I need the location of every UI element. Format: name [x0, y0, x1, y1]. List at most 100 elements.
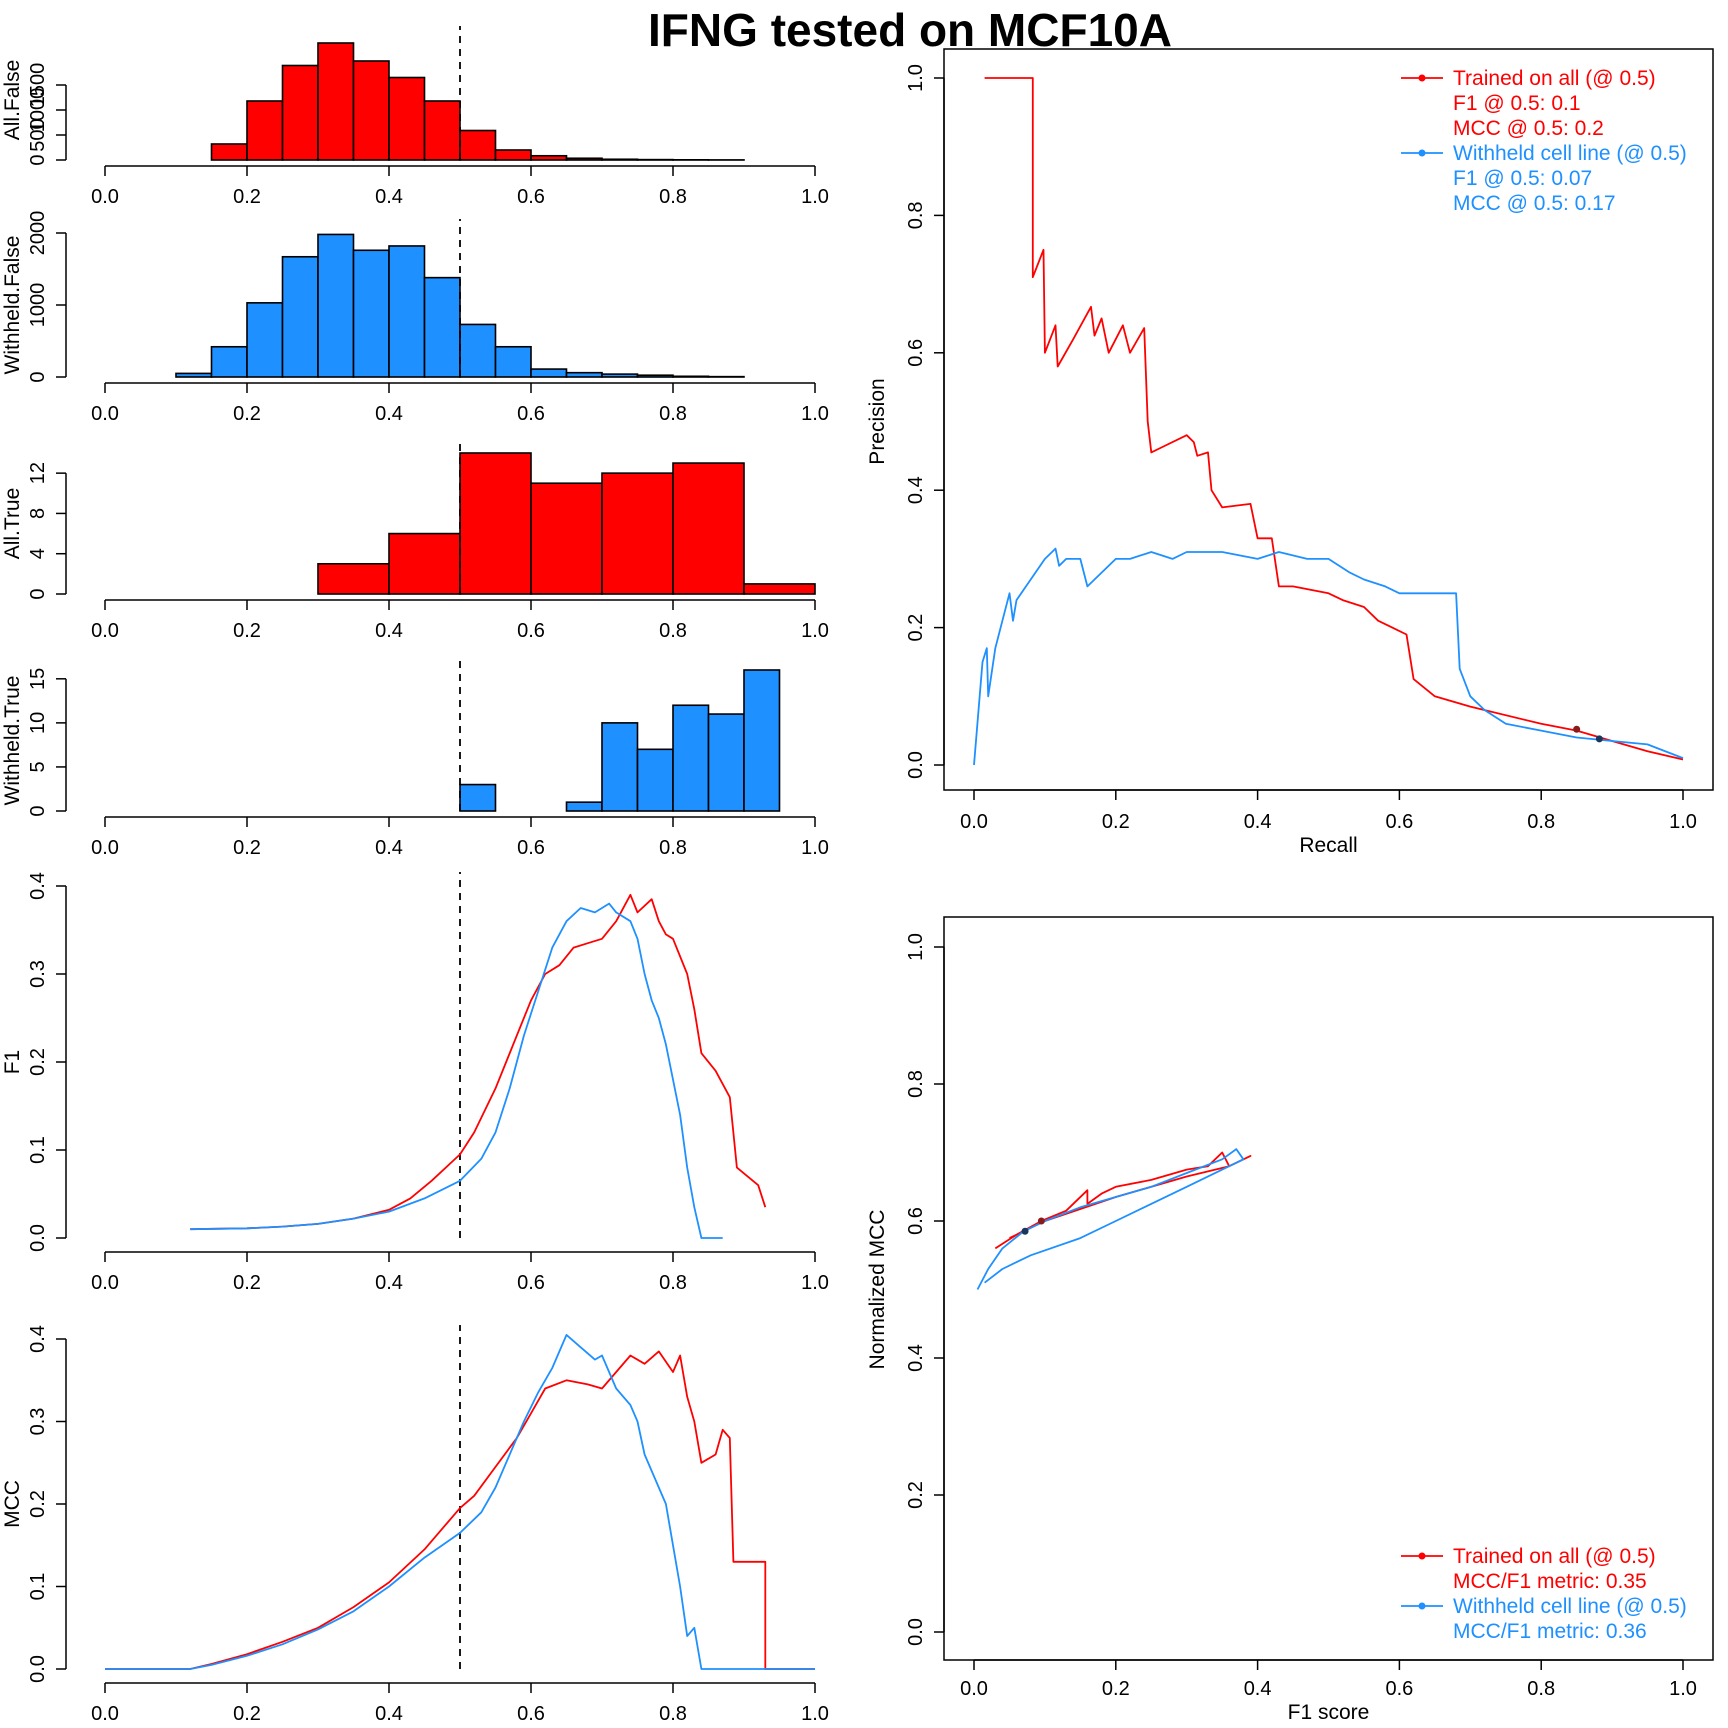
- y-tick-label: 1500: [27, 63, 49, 108]
- histogram-bar: [388, 532, 461, 595]
- x-tick-label: 0.8: [659, 1272, 687, 1294]
- x-tick-label: 0.0: [91, 186, 119, 208]
- x-tick-label: 0.0: [91, 403, 119, 425]
- x-tick-label: 0.2: [1102, 1678, 1130, 1700]
- legend-entry: Trained on all (@ 0.5): [1453, 67, 1656, 90]
- y-tick-label: 0.3: [27, 1408, 49, 1436]
- y-tick-label: 0.8: [905, 1070, 927, 1098]
- threshold-marker: [1573, 725, 1581, 733]
- legend: Trained on all (@ 0.5)F1 @ 0.5: 0.1 MCC @…: [1401, 67, 1687, 215]
- x-tick-label: 0.0: [960, 811, 988, 833]
- x-tick-label: 0.6: [517, 1272, 545, 1294]
- y-axis-label: All.False: [1, 60, 24, 141]
- histogram-bar: [707, 713, 745, 812]
- histogram-bar: [459, 783, 497, 812]
- x-tick-label: 0.4: [375, 837, 403, 859]
- histogram-bar: [565, 371, 603, 378]
- threshold-marker: [1021, 1227, 1029, 1235]
- y-axis-label: F1: [1, 1050, 24, 1075]
- x-tick-label: 1.0: [801, 620, 829, 642]
- histogram-bar: [672, 462, 745, 595]
- x-tick-label: 0.8: [659, 620, 687, 642]
- histogram-bar: [565, 801, 603, 812]
- x-tick-label: 0.8: [659, 837, 687, 859]
- x-tick-label: 1.0: [1669, 811, 1697, 833]
- histogram-bar: [459, 452, 532, 595]
- histogram-bar: [317, 233, 355, 378]
- histogram-bar: [601, 373, 639, 378]
- histogram-bar: [352, 60, 390, 161]
- histogram-bar: [743, 583, 816, 595]
- chart-panels: 0.0 0.2 0.4 0.6 0.8 1.0050010001500All.False0…: [1, 26, 1714, 1725]
- y-tick-label: 4: [27, 548, 49, 559]
- y-axis-label: All.True: [1, 488, 24, 560]
- histogram-bar: [175, 372, 213, 378]
- x-tick-label: 0.6: [517, 403, 545, 425]
- histogram-bar: [636, 374, 674, 378]
- x-tick-label: 1.0: [1669, 1678, 1697, 1700]
- y-axis-label: Withheld.False: [1, 236, 24, 375]
- y-tick-label: 500: [27, 118, 49, 151]
- y-tick-label: 8: [27, 508, 49, 519]
- y-tick-label: 0.2: [27, 1048, 49, 1076]
- y-tick-label: 0.2: [905, 614, 927, 642]
- y-tick-label: 0.3: [27, 960, 49, 988]
- x-tick-label: 0.4: [375, 1272, 403, 1294]
- x-tick-label: 0.0: [91, 620, 119, 642]
- threshold-marker: [1595, 735, 1603, 743]
- x-tick-label: 0.4: [1244, 811, 1272, 833]
- y-tick-label: 0.8: [905, 201, 927, 229]
- y-tick-label: 0: [27, 805, 49, 816]
- legend-entry: MCC/F1 metric: 0.35: [1453, 1570, 1647, 1593]
- histogram-bar: [246, 302, 284, 378]
- histogram-bar: [210, 143, 248, 161]
- legend-marker: [1418, 74, 1426, 82]
- histogram-bar: [672, 375, 710, 378]
- x-tick-label: 0.8: [659, 403, 687, 425]
- x-tick-label: 1.0: [801, 186, 829, 208]
- y-tick-label: 1000: [27, 283, 49, 328]
- mcc_vs_f1: 0.0 0.2 0.4 0.6 0.8 1.0 0.0 0.2 0.4 0.6 0.8 1.0 Norm…: [866, 916, 1714, 1724]
- x-tick-label: 1.0: [801, 1272, 829, 1294]
- x-tick-label: 0.2: [233, 403, 261, 425]
- y-tick-label: 0: [27, 154, 49, 165]
- y-tick-label: 2000: [27, 211, 49, 256]
- series-line-all: [190, 893, 767, 1231]
- histogram-bar: [530, 482, 603, 595]
- x-axis-label: F1 score: [1288, 1701, 1370, 1724]
- histogram-bar: [494, 345, 532, 378]
- y-tick-label: 5: [27, 761, 49, 772]
- x-tick-label: 0.2: [1102, 811, 1130, 833]
- histogram-bar: [317, 562, 390, 595]
- x-tick-label: 0.6: [517, 1703, 545, 1725]
- legend-entry: F1 @ 0.5: 0.1: [1453, 92, 1581, 115]
- y-tick-label: 1000: [27, 88, 49, 133]
- legend-entry: MCC/F1 metric: 0.36: [1453, 1620, 1647, 1643]
- y-tick-label: 0.4: [905, 476, 927, 504]
- series-line-withheld: [973, 547, 1684, 766]
- legend-entry: Trained on all (@ 0.5): [1453, 1545, 1656, 1568]
- hist_withheld_false: 0.0 0.2 0.4 0.6 0.8 1.0 0 1000 2000Withheld.Fals…: [1, 211, 829, 425]
- x-tick-label: 0.6: [517, 186, 545, 208]
- histogram-bar: [281, 64, 319, 161]
- x-tick-label: 0.8: [659, 186, 687, 208]
- y-axis-label: Withheld.True: [1, 676, 24, 806]
- histogram-bar: [494, 149, 532, 161]
- x-tick-label: 0.2: [233, 837, 261, 859]
- x-tick-label: 0.2: [233, 1272, 261, 1294]
- y-tick-label: 0.4: [27, 1325, 49, 1353]
- series-line-all: [984, 77, 1684, 761]
- histogram-bar: [636, 748, 674, 812]
- legend-entry: MCC @ 0.5: 0.17: [1453, 192, 1616, 215]
- histogram-bar: [281, 255, 319, 378]
- precision_recall: 0.0 0.2 0.4 0.6 0.8 1.0 0.0 0.2 0.4 0.6 0.8 1.0 Prec…: [866, 48, 1714, 857]
- y-tick-label: 1.0: [905, 64, 927, 92]
- x-tick-label: 1.0: [801, 1703, 829, 1725]
- y-tick-label: 0: [27, 588, 49, 599]
- y-tick-label: 0.4: [27, 872, 49, 900]
- x-tick-label: 0.6: [517, 620, 545, 642]
- x-tick-label: 1.0: [801, 837, 829, 859]
